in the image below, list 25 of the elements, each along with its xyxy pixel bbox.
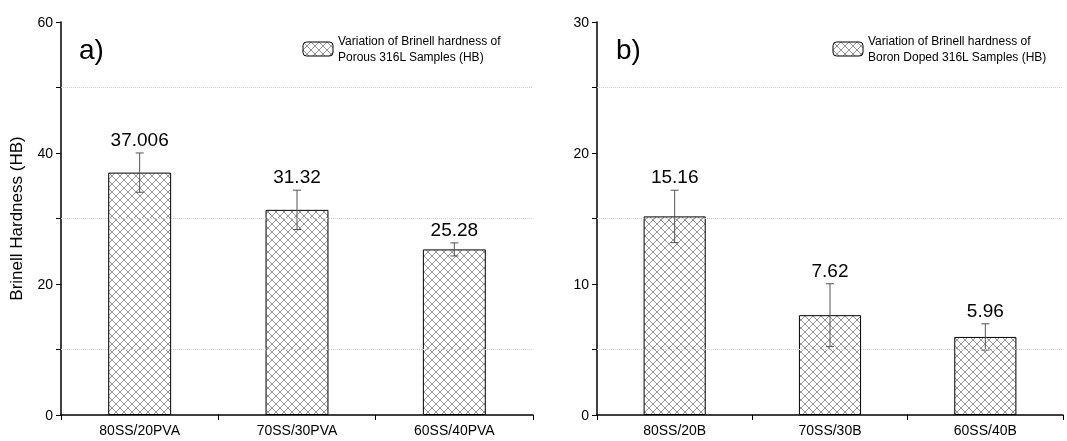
y-tick-label: 0 bbox=[581, 407, 590, 423]
x-tick-label: 60SS/40PVA bbox=[413, 422, 496, 438]
y-tick-label: 20 bbox=[37, 276, 54, 292]
data-label: 37.006 bbox=[110, 128, 169, 150]
data-label: 7.62 bbox=[811, 259, 849, 281]
x-tick-label: 60SS/40B bbox=[953, 422, 1017, 438]
x-tick-label: 70SS/30PVA bbox=[256, 422, 338, 438]
y-tick-label: 10 bbox=[573, 276, 590, 292]
y-tick-label: 30 bbox=[573, 14, 590, 30]
y-tick-label: 20 bbox=[573, 145, 590, 161]
chart-title: a) bbox=[79, 33, 104, 65]
y-tick-label: 40 bbox=[37, 145, 54, 161]
data-label: 15.16 bbox=[650, 166, 699, 188]
legend-label: Variation of Brinell hardness of Boron Doped 316L Samples (HB) bbox=[868, 34, 1047, 64]
data-label: 31.32 bbox=[273, 166, 321, 188]
x-tick-label: 80SS/20PVA bbox=[99, 422, 181, 438]
chart-title: b) bbox=[616, 33, 641, 65]
y-tick-label: 60 bbox=[37, 14, 54, 30]
data-label: 5.96 bbox=[966, 299, 1004, 321]
y-tick-label: 0 bbox=[45, 407, 54, 423]
y-axis-title: Brinell Hardness (HB) bbox=[7, 136, 26, 301]
legend-label: Variation of Brinell hardness of Porous 316L Samples (HB) bbox=[338, 34, 504, 64]
x-tick-label: 80SS/20B bbox=[643, 422, 707, 438]
x-tick-label: 70SS/30B bbox=[798, 422, 862, 438]
data-label: 25.28 bbox=[430, 218, 479, 240]
